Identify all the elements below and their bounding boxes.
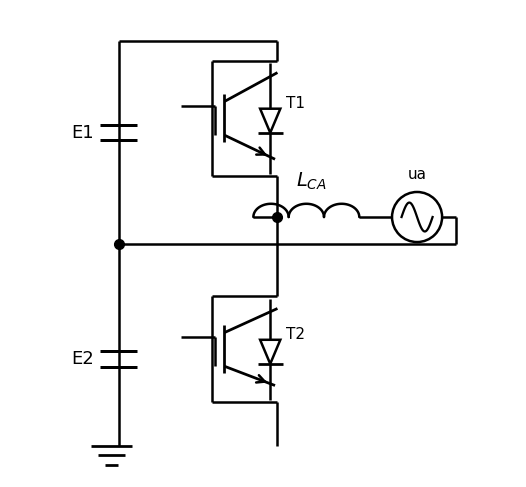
Text: E1: E1 bbox=[71, 124, 94, 142]
Text: $\mathit{L}_{CA}$: $\mathit{L}_{CA}$ bbox=[296, 170, 327, 192]
Text: T1: T1 bbox=[286, 96, 305, 112]
Text: ua: ua bbox=[408, 168, 427, 182]
Text: E2: E2 bbox=[71, 350, 94, 368]
Text: T2: T2 bbox=[286, 327, 305, 342]
